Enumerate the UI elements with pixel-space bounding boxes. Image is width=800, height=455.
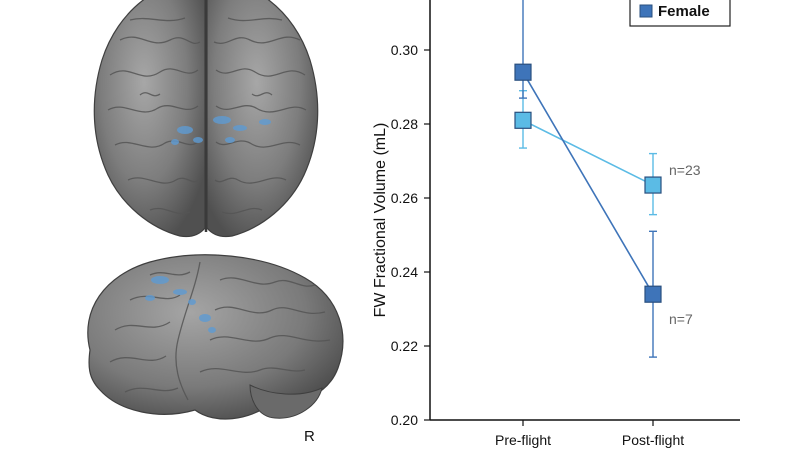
fw-volume-chart: 0.20 0.22 0.24 0.26 0.28 0.30 n=23 n=7 FW Frac…	[372, 0, 740, 448]
series-line	[522, 71, 654, 295]
x-category-labels: Pre-flight Post-flight	[495, 420, 684, 448]
y-tick-label: 0.30	[391, 42, 418, 58]
y-ticks: 0.20 0.22 0.24 0.26 0.28 0.30	[391, 42, 430, 428]
x-category-label: Pre-flight	[495, 432, 551, 448]
legend: Female	[629, 0, 731, 27]
data-point-marker	[644, 285, 662, 303]
series-female: n=7	[514, 0, 693, 358]
y-axis-title: FW Fractional Volume (mL)	[372, 123, 389, 318]
sample-size-label: n=7	[669, 311, 693, 327]
series-layer: n=23 n=7	[514, 0, 701, 358]
brain-renderings: R	[87, 0, 344, 445]
brain-renderings-panel: R	[0, 0, 400, 450]
chart-panel: 0.20 0.22 0.24 0.26 0.28 0.30 n=23 n=7 FW Frac…	[360, 0, 800, 450]
y-tick-label: 0.20	[391, 412, 418, 428]
y-tick-label: 0.28	[391, 116, 418, 132]
series-line	[522, 119, 654, 186]
hemisphere-label: R	[304, 428, 315, 445]
brain-lateral-view: R	[87, 254, 344, 445]
y-tick-label: 0.22	[391, 338, 418, 354]
y-tick-label: 0.24	[391, 264, 418, 280]
data-point-marker	[514, 111, 532, 129]
brain-top-view	[93, 0, 319, 238]
highlight-regions-top	[171, 116, 271, 145]
data-point-marker	[514, 63, 532, 81]
x-category-label: Post-flight	[622, 432, 684, 448]
y-tick-label: 0.26	[391, 190, 418, 206]
legend-label: Female	[658, 3, 710, 20]
chart-axes	[429, 0, 740, 421]
legend-swatch	[639, 4, 653, 18]
data-point-marker	[644, 176, 662, 194]
highlight-regions-lateral	[145, 276, 216, 333]
sample-size-label: n=23	[669, 162, 701, 178]
series-unnamed-1: n=23	[514, 89, 701, 216]
